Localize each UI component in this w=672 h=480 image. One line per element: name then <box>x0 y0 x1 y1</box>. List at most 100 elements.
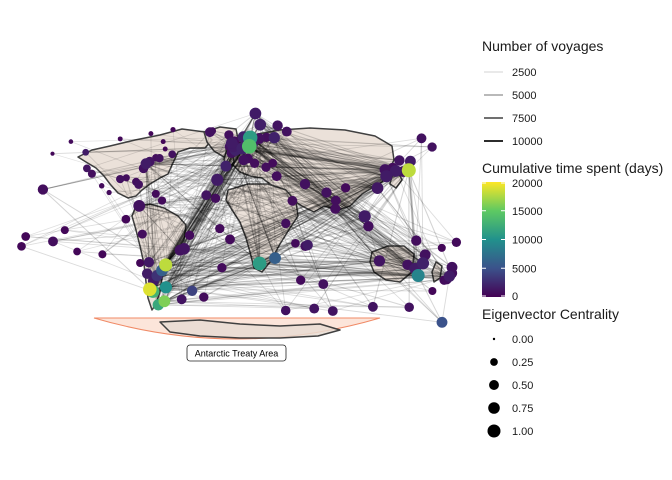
route-line <box>183 248 301 281</box>
route-line <box>149 247 442 290</box>
route-line <box>152 169 410 292</box>
route-line <box>164 272 453 302</box>
route-line <box>149 171 404 290</box>
route-line <box>157 149 236 306</box>
route-line <box>254 163 276 259</box>
port-node <box>151 189 160 198</box>
route-line <box>165 268 416 288</box>
route-line <box>139 205 419 277</box>
route-line <box>408 169 426 255</box>
port-node <box>249 107 262 120</box>
route-line <box>408 169 416 269</box>
route-line <box>377 187 450 277</box>
route-line <box>145 163 158 276</box>
route-line <box>64 229 424 264</box>
route-line <box>237 148 393 169</box>
port-node <box>106 189 112 196</box>
route-line <box>259 124 450 277</box>
route-line <box>120 138 424 264</box>
route-line <box>408 170 453 274</box>
route-line <box>254 163 261 264</box>
route-line <box>138 205 190 236</box>
route-line <box>145 163 453 268</box>
route-line <box>156 200 336 277</box>
route-line <box>379 254 426 262</box>
port-node <box>141 268 153 279</box>
port-node <box>159 281 172 294</box>
route-line <box>145 163 260 264</box>
route-line <box>143 167 218 181</box>
route-line <box>252 142 400 161</box>
port-node <box>73 247 81 256</box>
route-line <box>25 236 416 270</box>
route-line <box>255 113 366 217</box>
route-line <box>221 187 378 269</box>
route-line <box>165 222 286 266</box>
route-line <box>153 244 308 282</box>
route-line <box>77 251 419 276</box>
route-line <box>145 163 183 300</box>
port-node <box>281 126 292 137</box>
port-node <box>201 190 212 201</box>
route-line <box>42 142 232 190</box>
port-node <box>134 180 144 189</box>
route-line <box>259 124 261 264</box>
route-line <box>217 179 453 268</box>
route-line <box>217 179 450 277</box>
route-line <box>143 168 181 251</box>
route-line <box>161 194 207 271</box>
route-line <box>243 136 443 323</box>
route-line <box>159 157 396 172</box>
antarctic-treaty-area-label: Antarctic Treaty Area <box>195 349 279 359</box>
route-line <box>237 148 404 172</box>
port-node <box>437 243 446 252</box>
route-line <box>145 163 409 171</box>
port-node <box>121 214 131 224</box>
port-node <box>280 305 291 316</box>
route-line <box>149 167 393 290</box>
route-line <box>138 184 260 264</box>
route-line <box>249 145 378 189</box>
legend-time-label: 5000 <box>512 263 536 275</box>
route-line <box>143 167 378 189</box>
legend-voyages-label: 10000 <box>512 136 543 148</box>
port-node <box>50 151 55 156</box>
route-line <box>242 148 445 281</box>
route-line <box>165 148 243 288</box>
port-node <box>287 195 298 206</box>
route-line <box>313 170 410 309</box>
route-line <box>164 279 447 302</box>
route-line <box>52 241 154 282</box>
route-line <box>165 154 173 265</box>
route-line <box>276 170 396 177</box>
route-line <box>259 124 380 262</box>
route-line <box>152 145 250 282</box>
route-line <box>379 260 443 323</box>
route-line <box>161 269 373 308</box>
route-line <box>237 148 276 259</box>
route-line <box>225 165 417 242</box>
route-line <box>219 169 409 230</box>
route-line <box>155 142 233 195</box>
route-line <box>183 183 306 250</box>
route-line <box>183 169 410 250</box>
route-line <box>265 166 378 189</box>
port-node <box>330 203 341 214</box>
route-line <box>153 262 260 282</box>
route-line <box>259 187 378 264</box>
route-line <box>149 161 365 217</box>
port-node <box>261 162 271 172</box>
route-line <box>153 169 410 282</box>
port-node <box>358 210 371 223</box>
route-line <box>158 175 387 306</box>
route-line <box>163 143 253 302</box>
route-line <box>241 148 276 259</box>
landmass-antarctica <box>159 319 341 339</box>
route-line <box>237 148 378 189</box>
route-line <box>164 175 387 302</box>
route-line <box>145 163 450 277</box>
route-line <box>152 268 416 292</box>
route-line <box>157 272 453 277</box>
port-nodes <box>17 107 462 328</box>
port-node <box>327 306 338 316</box>
